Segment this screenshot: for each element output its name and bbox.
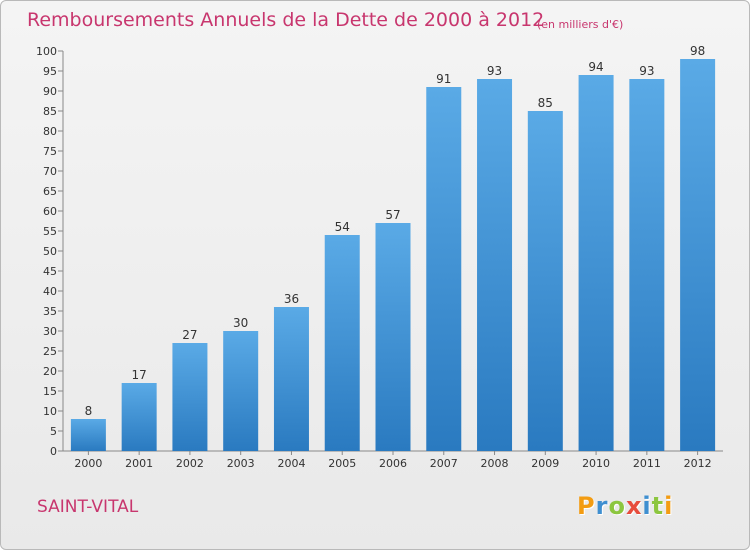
x-tick-label: 2004 [277, 457, 305, 470]
bar [426, 87, 462, 451]
x-tick-label: 2000 [74, 457, 102, 470]
logo-letter: i [642, 492, 652, 520]
y-tick-label: 85 [43, 105, 57, 118]
x-tick-label: 2001 [125, 457, 153, 470]
bar [70, 419, 106, 451]
x-tick-label: 2007 [430, 457, 458, 470]
bar [375, 223, 411, 451]
x-axis: 2000 2001 2002 2003 2004 2005 2006 2007 2008 2009… [63, 450, 723, 470]
bar [527, 111, 563, 451]
bar [273, 307, 309, 451]
bar-value-label: 93 [639, 64, 654, 78]
logo-letter: t [651, 492, 665, 520]
x-tick-label: 2012 [684, 457, 712, 470]
y-tick-label: 15 [43, 385, 57, 398]
chart-unit-label: (en milliers d'€) [537, 18, 624, 31]
x-tick-label: 2005 [328, 457, 356, 470]
chart-title: Remboursements Annuels de la Dette de 20… [27, 9, 545, 31]
commune-name: SAINT-VITAL [37, 497, 139, 517]
y-tick-label: 80 [43, 125, 57, 138]
x-tick-label: 2009 [531, 457, 559, 470]
y-tick-label: 20 [43, 365, 57, 378]
x-tick-label: 2003 [227, 457, 255, 470]
logo-letter: P [577, 492, 596, 520]
x-tick-label: 2006 [379, 457, 407, 470]
bar-value-label: 36 [284, 292, 299, 306]
bar [477, 79, 513, 451]
x-tick-label: 2008 [481, 457, 509, 470]
bar-value-label: 17 [132, 368, 147, 382]
y-tick-label: 95 [43, 65, 57, 78]
bar-value-label: 85 [538, 96, 553, 110]
y-tick-label: 25 [43, 345, 57, 358]
y-tick-label: 90 [43, 85, 57, 98]
bar-value-label: 54 [335, 220, 350, 234]
logo-letter: o [608, 492, 626, 520]
y-tick-label: 50 [43, 245, 57, 258]
y-tick-label: 100 [36, 45, 57, 58]
y-tick-label: 55 [43, 225, 57, 238]
bar-value-label: 8 [85, 404, 93, 418]
logo-letter: i [664, 492, 674, 520]
y-tick-label: 30 [43, 325, 57, 338]
bar-value-label: 30 [233, 316, 248, 330]
y-tick-label: 0 [50, 445, 57, 458]
bar [121, 383, 157, 451]
bar [680, 59, 716, 451]
y-tick-label: 10 [43, 405, 57, 418]
y-tick-label: 70 [43, 165, 57, 178]
bar [172, 343, 208, 451]
y-tick-label: 60 [43, 205, 57, 218]
bar-value-label: 93 [487, 64, 502, 78]
x-tick-label: 2010 [582, 457, 610, 470]
value-labels-group: 8 17 27 30 36 54 57 91 93 85 94 93 98 [85, 44, 706, 418]
y-tick-label: 75 [43, 145, 57, 158]
y-tick-label: 35 [43, 305, 57, 318]
x-tick-label: 2002 [176, 457, 204, 470]
y-tick-label: 5 [50, 425, 57, 438]
bar-value-label: 91 [436, 72, 451, 86]
logo-letter: r [595, 492, 609, 520]
y-axis: 0 5 10 15 20 25 30 35 40 45 50 55 60 65 70 75 80 85 90 95 10… [36, 45, 64, 458]
proxiti-logo: Proxiti [577, 492, 673, 520]
logo-letter: x [625, 492, 643, 520]
bars-group [70, 59, 716, 451]
y-tick-label: 65 [43, 185, 57, 198]
x-tick-label: 2011 [633, 457, 661, 470]
bar [223, 331, 259, 451]
y-tick-label: 45 [43, 265, 57, 278]
bar-value-label: 27 [182, 328, 197, 342]
bar [324, 235, 360, 451]
bar-value-label: 98 [690, 44, 705, 58]
bar [578, 75, 614, 451]
y-tick-label: 40 [43, 285, 57, 298]
bar-value-label: 94 [588, 60, 603, 74]
bar-value-label: 57 [385, 208, 400, 222]
bar [629, 79, 665, 451]
